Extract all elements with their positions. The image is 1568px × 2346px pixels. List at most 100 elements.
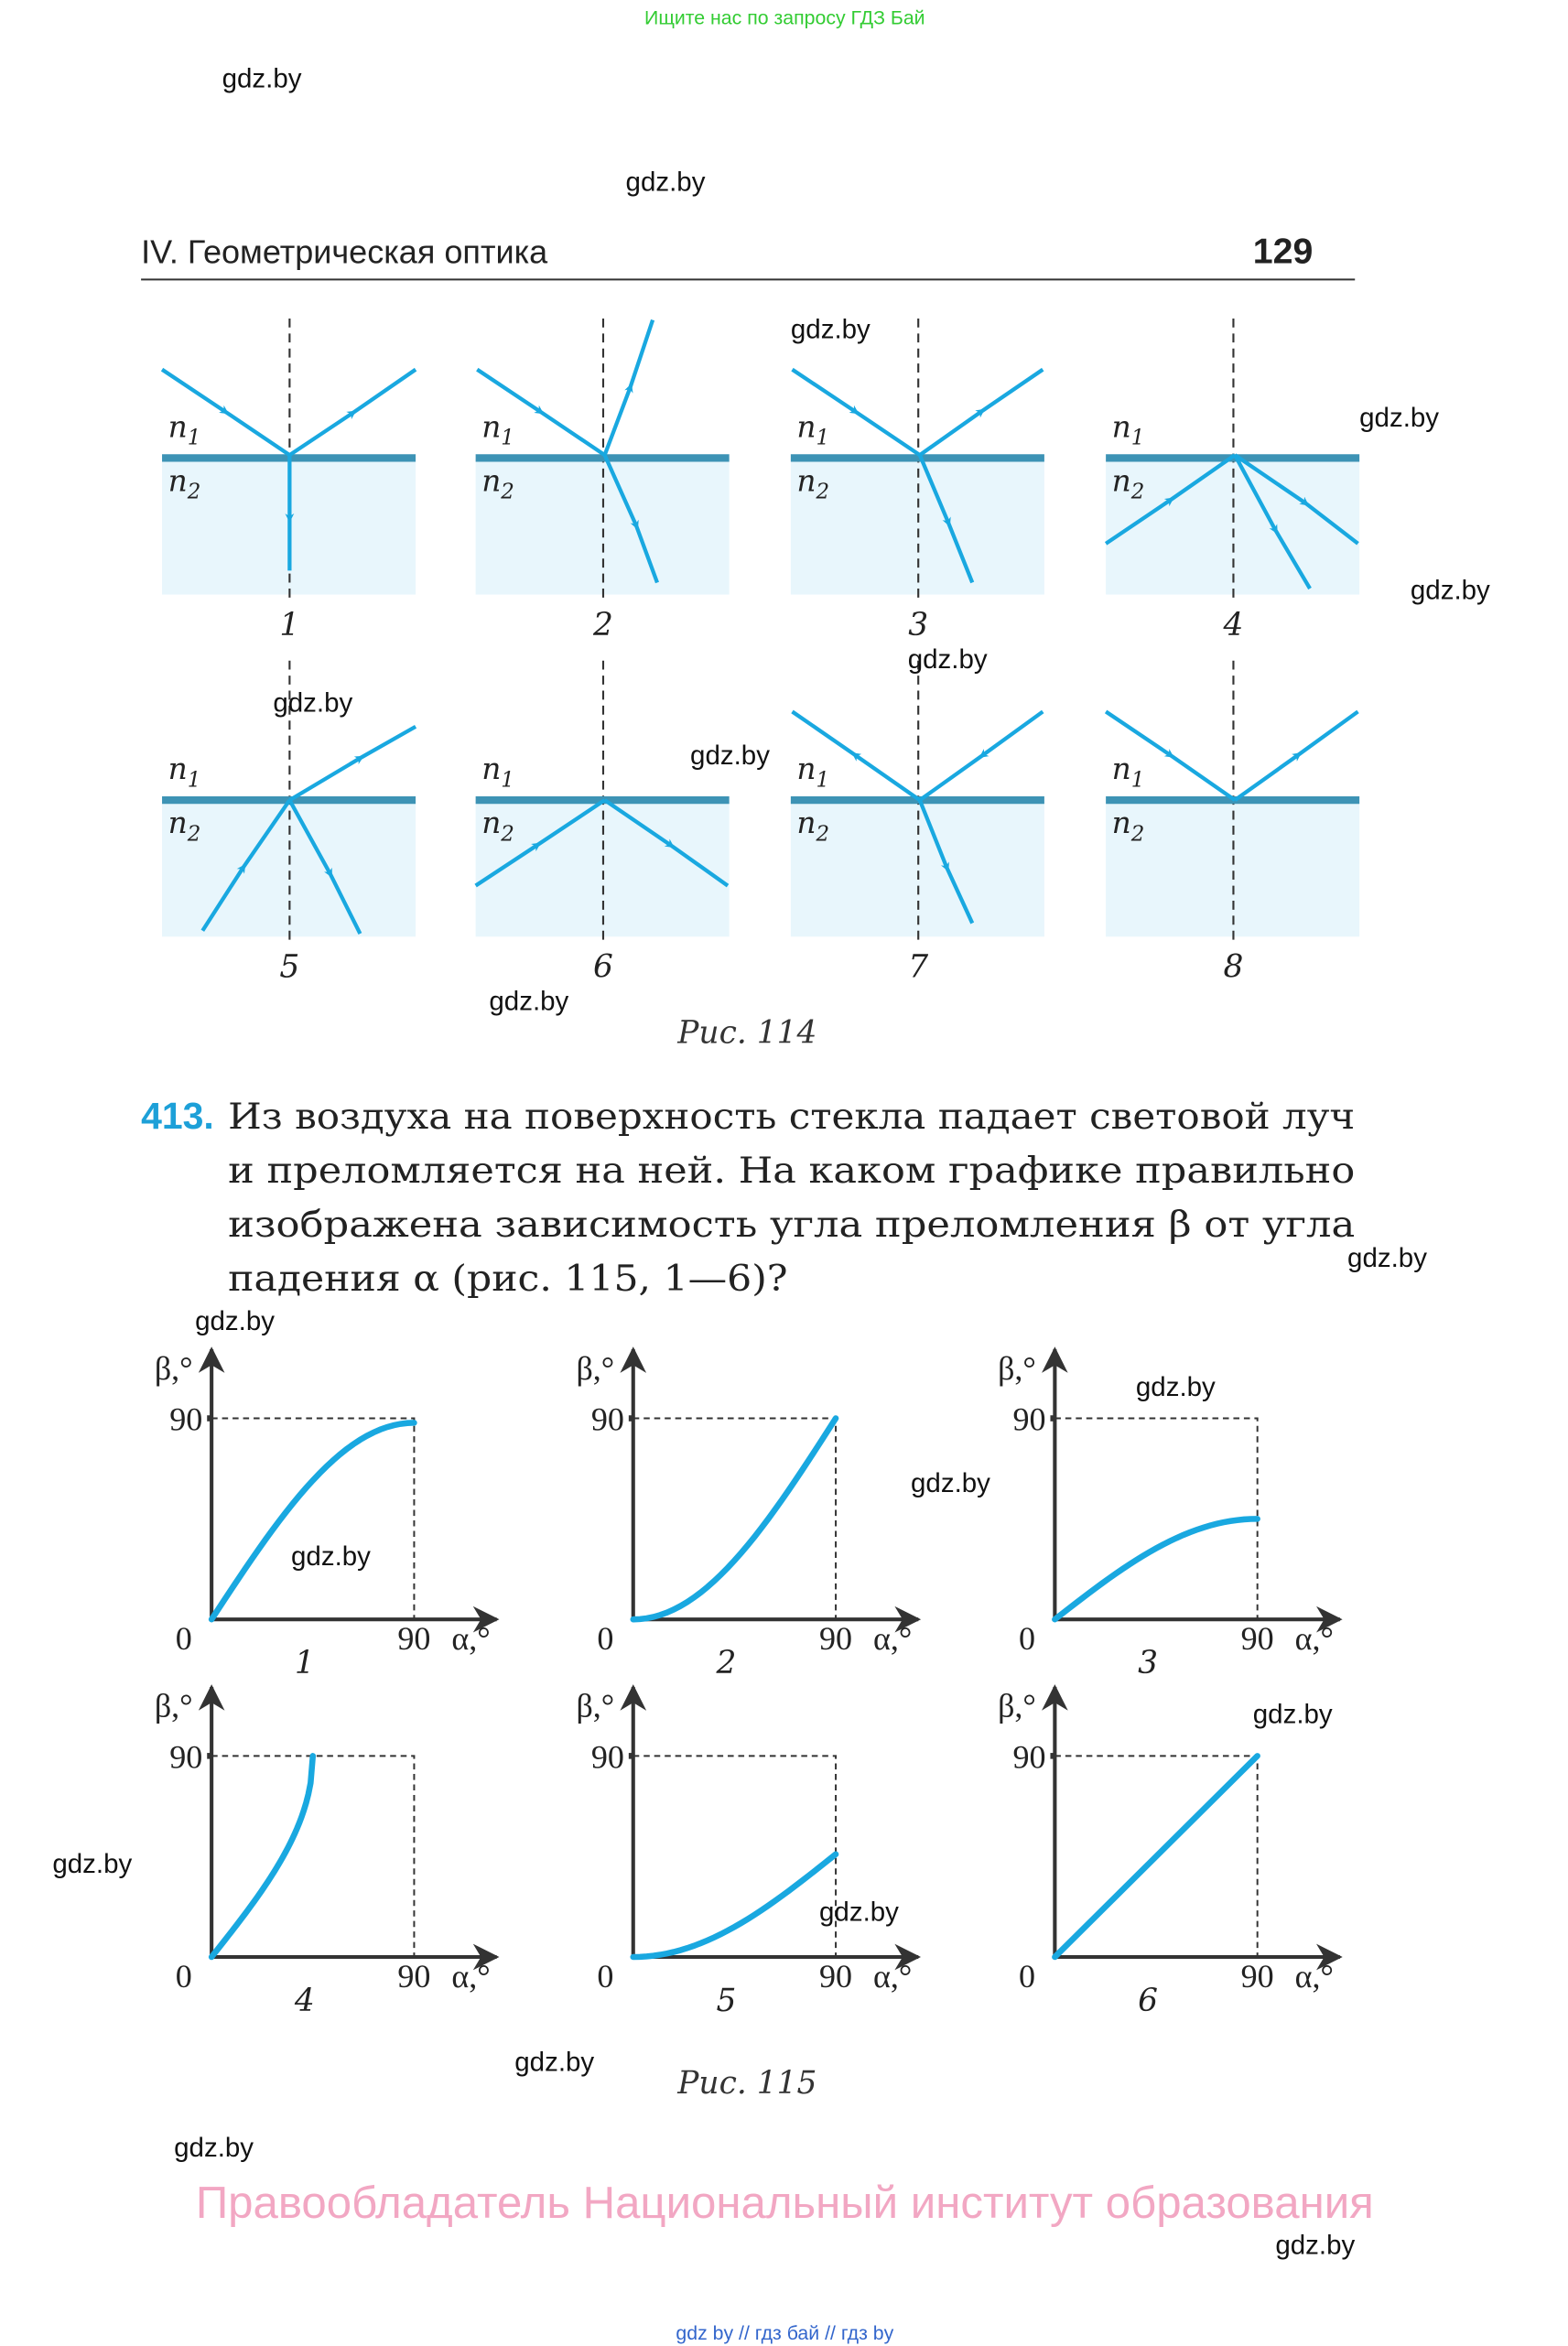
light-ray [918, 709, 1044, 802]
problem-number: 413. [141, 1095, 214, 1137]
subscript: 2 [500, 822, 514, 846]
beta-vs-alpha-curve [1052, 1516, 1260, 1623]
medium-n2-region [475, 458, 730, 595]
guide-lines [633, 1417, 838, 1620]
light-ray [476, 367, 606, 457]
light-ray [1233, 453, 1359, 546]
problem-line-3: изображена зависимость угла преломления … [228, 1204, 1355, 1246]
graph-4: β,° 90 0 90 α,° 4 [155, 1684, 500, 2019]
watermark-text: gdz.by [514, 2048, 594, 2078]
light-ray [917, 454, 975, 584]
watermark-text: gdz.by [791, 314, 871, 344]
subscript: 2 [187, 822, 201, 846]
subscript: 2 [816, 481, 830, 504]
watermark-text: gdz.by [626, 168, 706, 198]
subscript: 2 [187, 481, 201, 504]
graph-number: 3 [1138, 1645, 1158, 1681]
medium-n2-region [790, 800, 1044, 937]
light-ray [918, 367, 1044, 457]
graph-number: 4 [294, 1983, 315, 2019]
x-axis-label: α,° [873, 1958, 912, 1995]
beta-vs-alpha-curve [208, 1420, 417, 1623]
light-ray [1233, 454, 1312, 590]
x-axis-label: α,° [451, 1958, 490, 1995]
y-axis-label: β,° [155, 1350, 193, 1387]
x-tick-label-0: 0 [176, 1620, 192, 1657]
light-ray [288, 724, 417, 802]
y-tick-label: 90 [1012, 1401, 1045, 1438]
beta-vs-alpha-curve [630, 1415, 839, 1623]
guide-lines [633, 1755, 838, 1957]
y-tick [1050, 1753, 1057, 1759]
beta-vs-alpha-curve [630, 1851, 839, 1961]
top-banner[interactable]: Ищите нас по запросу ГДЗ Бай [644, 7, 925, 29]
medium-label-n1: n1 [168, 751, 201, 792]
subscript: 1 [501, 427, 514, 450]
problem-line-2: и преломляется на ней. На каком графике … [228, 1150, 1355, 1192]
guide-lines [211, 1755, 416, 1957]
subscript: 2 [816, 822, 830, 846]
graph-2: β,° 90 0 90 α,° 2 [576, 1346, 922, 1681]
medium-label-n1: n1 [796, 751, 829, 792]
x-tick-label-0: 0 [597, 1958, 613, 1995]
y-axis-label: β,° [998, 1350, 1036, 1387]
y-tick [628, 1753, 635, 1759]
beta-vs-alpha-curve [208, 1753, 317, 1961]
x-axis-label: α,° [1295, 1620, 1334, 1657]
section-title: IV. Геометрическая оптика [141, 232, 548, 270]
watermark-text: gdz.by [1275, 2231, 1355, 2261]
figure-115-caption: Рис. 115 [676, 2065, 816, 2102]
x-tick-label-0: 0 [597, 1620, 613, 1657]
y-axis-label: β,° [576, 1350, 614, 1387]
subscript: 1 [1131, 427, 1145, 450]
watermarks: gdz.by gdz.by gdz.by gdz.by gdz.by gdz.by gdz.… [52, 64, 1490, 2261]
x-tick-label-90: 90 [397, 1958, 430, 1995]
watermark-text: gdz.by [690, 741, 770, 771]
light-ray [602, 454, 659, 584]
graph-5: β,° 90 0 90 α,° 5 [576, 1684, 922, 2019]
light-ray [791, 709, 922, 802]
subscript: 2 [500, 481, 514, 504]
x-tick-label-0: 0 [1019, 1958, 1035, 1995]
y-tick-label: 90 [591, 1738, 624, 1775]
copyright-notice: Правообладатель Национальный институт об… [196, 2178, 1374, 2228]
y-axis-label: β,° [576, 1688, 614, 1724]
y-tick [1050, 1415, 1057, 1422]
y-tick [628, 1415, 635, 1422]
y-tick [207, 1753, 213, 1759]
watermark-text: gdz.by [489, 987, 568, 1017]
watermark-text: gdz.by [174, 2133, 254, 2163]
watermark-text: gdz.by [819, 1897, 899, 1928]
x-tick-label-90: 90 [397, 1620, 430, 1657]
ray-diagram-8: n1 n2 8 [1104, 660, 1360, 986]
light-ray [917, 799, 975, 924]
figure-115: β,° 90 0 90 α,° 1 β,° 90 0 90 α,° 2 β,° 90 0 90 α,° 3 β,° 9… [155, 1346, 1343, 2019]
watermark-text: gdz.by [273, 687, 352, 718]
x-tick-label-0: 0 [176, 1958, 192, 1995]
medium-n2-region [1106, 458, 1360, 595]
light-ray [1104, 709, 1237, 802]
x-axis-label: α,° [451, 1620, 490, 1657]
medium-label-n1: n1 [481, 409, 514, 449]
footer-links[interactable]: gdz by // гдз бай // гдз by [676, 2322, 893, 2344]
graph-6: β,° 90 0 90 α,° 6 [998, 1684, 1343, 2019]
panel-number: 4 [1223, 607, 1244, 643]
medium-label-n1: n1 [1112, 751, 1145, 792]
light-ray [1104, 453, 1237, 546]
watermark-text: gdz.by [911, 1468, 990, 1498]
panel-number: 3 [908, 607, 928, 643]
subscript: 1 [816, 427, 830, 450]
graph-number: 2 [715, 1645, 736, 1681]
y-tick-label: 90 [169, 1738, 202, 1775]
watermark-text: gdz.by [222, 64, 302, 94]
panel-number: 5 [279, 949, 299, 986]
subscript: 1 [1131, 768, 1145, 792]
y-tick-label: 90 [591, 1401, 624, 1438]
